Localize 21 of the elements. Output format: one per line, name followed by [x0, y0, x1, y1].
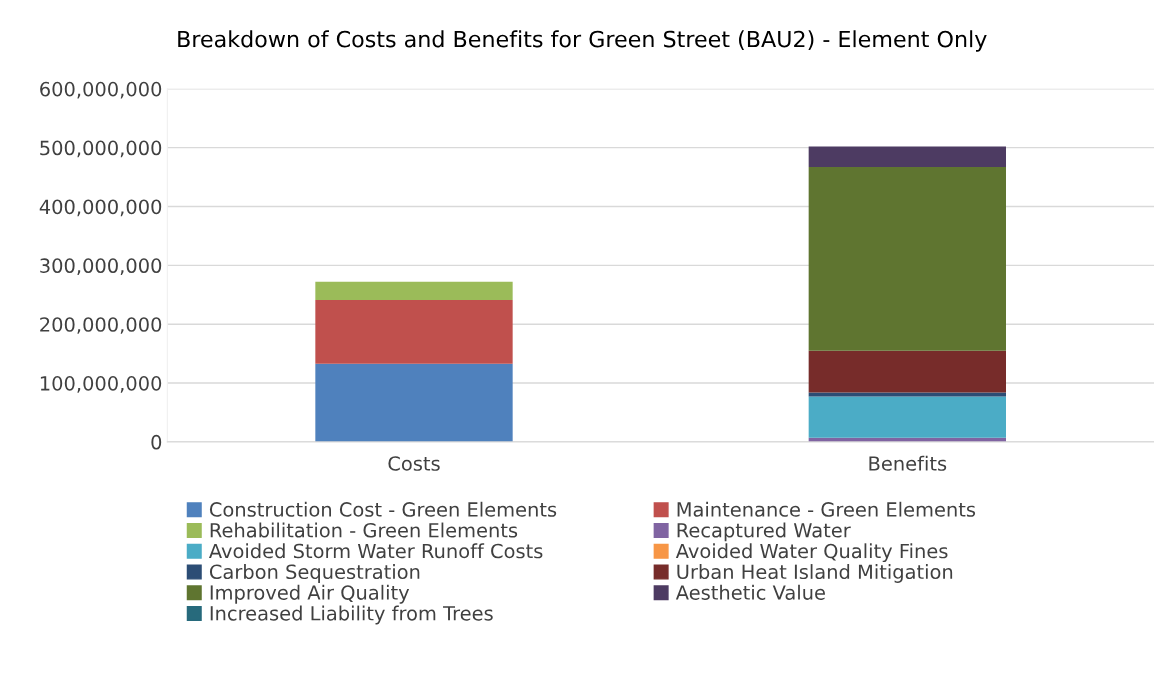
- x-tick-label: Costs: [388, 456, 440, 471]
- y-tick-label: 500,000,000: [40, 140, 162, 158]
- y-tick-label: 300,000,000: [40, 258, 162, 275]
- legend-label: Improved Air Quality: [210, 584, 410, 604]
- legend-label: Construction Cost - Green Elements: [209, 501, 557, 517]
- legend-label: Maintenance - Green Elements: [677, 501, 976, 517]
- legend-label: Increased Liability from Trees: [210, 605, 493, 625]
- y-tick-label: 100,000,000: [40, 376, 162, 393]
- legend-label: Carbon Sequestration: [209, 564, 420, 583]
- legend-label: Rehabilitation - Green Elements: [210, 522, 518, 538]
- y-tick-label: 600,000,000: [40, 81, 162, 99]
- y-tick-label: 200,000,000: [40, 317, 162, 334]
- x-tick-label: Benefits: [869, 455, 947, 471]
- legend-label: Avoided Storm Water Runoff Costs: [209, 543, 543, 559]
- legend-label: Recaptured Water: [677, 522, 851, 542]
- legend-label: Aesthetic Value: [675, 584, 825, 600]
- chart-title: Breakdown of Costs and Benefits for Green Street (BAU2) - Element Only: [178, 30, 987, 52]
- y-tick-label: 400,000,000: [39, 199, 162, 217]
- y-tick-label: 0: [151, 434, 162, 450]
- legend-label: Urban Heat Island Mitigation: [677, 564, 953, 583]
- legend-label: Avoided Water Quality Fines: [675, 543, 948, 563]
